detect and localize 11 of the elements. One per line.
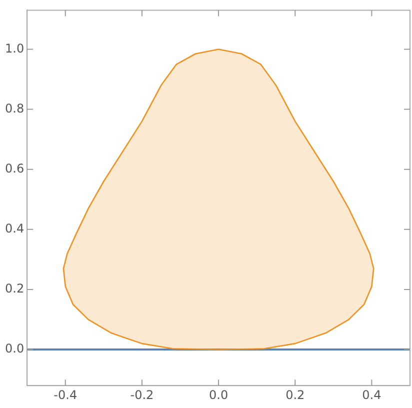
- x-tick-label: 0.2: [286, 388, 305, 402]
- y-tick-label: 0.4: [4, 222, 24, 236]
- y-tick-label: 0.2: [4, 282, 24, 296]
- y-tick-label: 0.6: [4, 161, 24, 176]
- y-tick-label: 0.0: [4, 342, 24, 356]
- x-tick-label: -0.4: [54, 388, 78, 402]
- x-tick-label: 0.0: [208, 388, 228, 402]
- y-tick-label: 0.8: [4, 101, 24, 116]
- x-tick-label: -0.2: [130, 388, 154, 402]
- y-tick-label: 1.0: [4, 41, 24, 56]
- x-tick-label: 0.4: [362, 388, 382, 402]
